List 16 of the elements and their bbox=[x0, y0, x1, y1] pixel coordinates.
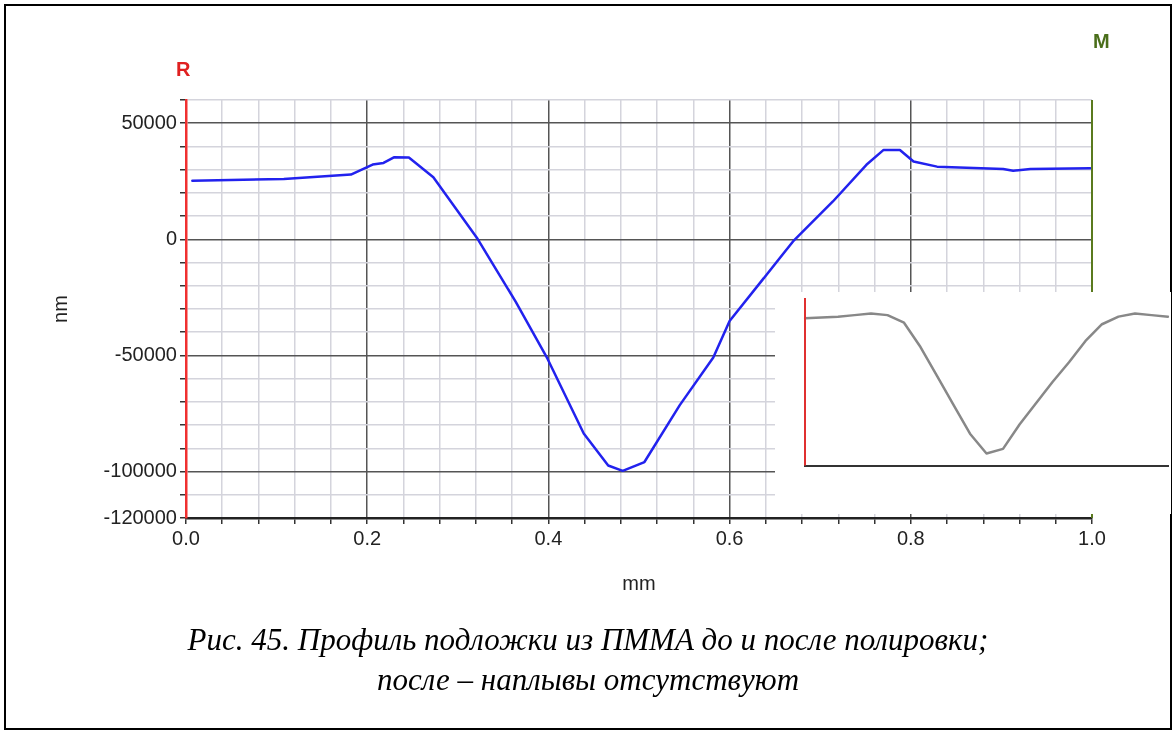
text: Рис. 45. Профиль подложки из ПММА до и после полировки; после – наплывы отсутствуют bbox=[186, 621, 990, 699]
y-tick-label: 50000 bbox=[121, 110, 177, 133]
text: R bbox=[176, 58, 191, 81]
y-tick-label: -120000 bbox=[103, 505, 177, 528]
x-tick-label: 0.0 bbox=[172, 526, 200, 549]
y-tick-label: -50000 bbox=[114, 342, 177, 365]
y-tick-label: 0 bbox=[165, 226, 177, 249]
x-axis-title: mm bbox=[622, 571, 656, 594]
y-tick-label: -100000 bbox=[103, 459, 177, 482]
x-tick-label: 0.2 bbox=[353, 526, 382, 549]
text: M bbox=[1093, 30, 1110, 53]
x-tick-label: 1.0 bbox=[1078, 526, 1106, 549]
x-tick-label: 0.6 bbox=[715, 526, 744, 549]
x-tick-label: 0.8 bbox=[896, 526, 925, 549]
x-tick-label: 0.4 bbox=[534, 526, 563, 549]
y-axis-title: nm bbox=[48, 295, 71, 323]
